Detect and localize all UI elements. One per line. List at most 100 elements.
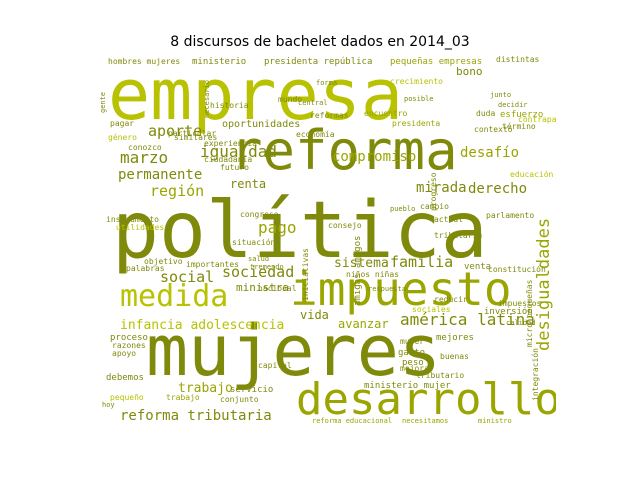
- cloud-word-capital-71: capital: [258, 361, 292, 370]
- cloud-word-empresa-0: empresa: [108, 56, 404, 136]
- cloud-word-familia-15: familia: [390, 253, 454, 271]
- cloud-word-consejo-54: consejo: [328, 221, 362, 230]
- cloud-word-pequeno-73: pequeño: [110, 393, 144, 402]
- cloud-word-sistema-14: sistema: [334, 256, 389, 271]
- cloud-word-particular-97: particular: [168, 129, 217, 138]
- cloud-word-mejores-74: mejores: [436, 333, 474, 343]
- cloud-word-oportunidades-34: oportunidades: [222, 119, 301, 130]
- word-cloud: empresa reforma política mujeres impuesto des…: [100, 56, 556, 429]
- cloud-word-trabajo-18: trabajo: [178, 381, 233, 396]
- cloud-word-micro-pequenas-86: micro pequeñas: [525, 279, 534, 347]
- cloud-word-presidenta-republica-32: presidenta república: [264, 57, 373, 67]
- cloud-word-mujer-92: mujer: [400, 337, 425, 346]
- cloud-word-ministro-37: ministro: [478, 417, 512, 425]
- cloud-word-economia-61: economía: [296, 130, 335, 139]
- cloud-word-palabras-95: palabras: [126, 264, 165, 273]
- cloud-word-mejora-93: mejora: [400, 364, 429, 373]
- cloud-word-ciudadania-44: ciudadanía: [204, 155, 253, 164]
- cloud-word-conjunto-72: conjunto: [220, 395, 259, 404]
- cloud-word-tremendo-101: tremendo: [250, 263, 284, 271]
- cloud-word-utilidades-64: utilidades: [116, 223, 165, 232]
- cloud-word-reformas-81: reformas: [310, 111, 349, 120]
- cloud-word-hombres-mujeres-77: hombres mujeres: [108, 57, 181, 66]
- cloud-word-necesitamos-36: necesitamos: [402, 417, 449, 425]
- cloud-word-futuro-56: futuro: [220, 163, 249, 172]
- cloud-word-igualdad-8: igualdad: [200, 142, 278, 161]
- cloud-word-esfuerzo-58: esfuerzo: [500, 110, 544, 120]
- cloud-word-avanzar-27: avanzar: [338, 317, 389, 331]
- cloud-word-actual-90: actual: [434, 215, 463, 224]
- cloud-word-forma-111: forma: [316, 79, 338, 87]
- cloud-word-pago-25: pago: [258, 218, 297, 237]
- cloud-word-calidad-115: calidad: [506, 319, 536, 327]
- cloud-word-reforma-1: reforma: [230, 119, 458, 182]
- cloud-word-tributaria-91: tributaria: [434, 231, 483, 240]
- cloud-word-situacion-63: situación: [232, 238, 276, 247]
- cloud-word-gente-85: gente: [100, 91, 107, 113]
- cloud-word-necesario-110: necesario: [203, 80, 211, 118]
- cloud-word-crecimiento-82: crecimiento: [390, 77, 443, 86]
- cloud-word-tributario-47: tributario: [416, 371, 465, 380]
- cloud-word-encuentro-80: encuentro: [364, 109, 408, 118]
- cloud-word-desarrollo-5: desarrollo: [296, 374, 556, 425]
- cloud-word-parlamento-50: parlamento: [486, 211, 535, 220]
- cloud-word-desafio-21: desafío: [460, 145, 520, 161]
- cloud-word-impuestos-89: impuestos: [498, 299, 542, 308]
- cloud-word-objetivo-84: objetivo: [144, 257, 183, 266]
- cloud-word-venta-51: venta: [464, 262, 492, 272]
- cloud-word-pagar-109: pagar: [110, 119, 135, 128]
- cloud-word-social-12: social: [160, 268, 215, 286]
- cloud-word-cambio-59: cambio: [420, 202, 449, 211]
- cloud-word-junto-107: junto: [490, 91, 512, 99]
- cloud-word-razones-96: razones: [112, 341, 146, 350]
- cloud-word-america-latina-16: américa latina: [400, 310, 535, 329]
- cloud-word-permanente-10: permanente: [118, 167, 203, 183]
- cloud-word-desigualdades-7: desigualdades: [534, 217, 554, 351]
- cloud-word-sociedad-13: sociedad: [222, 263, 295, 281]
- cloud-word-peso-69: peso: [402, 358, 424, 368]
- cloud-word-renta-26: renta: [230, 177, 267, 191]
- cloud-word-iniciativas-53: iniciativas: [301, 248, 310, 301]
- cloud-word-progreso-79: progreso: [429, 172, 438, 211]
- cloud-word-ninos-ninas-48: niños niñas: [346, 270, 399, 279]
- cloud-word-derecho-23: derecho: [468, 181, 528, 197]
- cloud-word-ministerio-31: ministerio: [192, 57, 247, 67]
- cloud-word-reducir-88: reducir: [434, 295, 468, 304]
- cloud-word-compromiso-22: compromiso: [332, 149, 417, 165]
- cloud-word-reforma-educacional-35: reforma educacional: [312, 417, 393, 425]
- cloud-word-buenas-94: buenas: [440, 352, 469, 361]
- cloud-word-ministra-29: ministra: [236, 281, 289, 294]
- cloud-word-genero-43: género: [108, 133, 137, 142]
- cloud-word-posible-113: posible: [404, 95, 434, 103]
- cloud-word-inversion-41: inversión: [484, 307, 533, 317]
- cloud-word-educacion-42: educación: [510, 170, 554, 179]
- cloud-word-aporte-20: aporte: [148, 122, 203, 140]
- cloud-word-marzo-9: marzo: [120, 148, 169, 167]
- cloud-word-infancia-adolescencia-17: infancia adolescencia: [120, 318, 285, 333]
- cloud-word-decidir-106: decidir: [498, 101, 528, 109]
- cloud-word-region-11: región: [150, 182, 205, 200]
- cloud-word-termino-60: término: [502, 122, 536, 131]
- cloud-word-contraparte-46: contraparte: [518, 115, 556, 124]
- cloud-word-trabajo-75: trabajo: [166, 393, 200, 402]
- cloud-word-pueblo-114: pueblo: [390, 205, 416, 213]
- cloud-word-constitucion-52: constitución: [488, 265, 546, 274]
- cloud-word-ministerio-mujer-38: ministerio mujer: [364, 381, 451, 391]
- cloud-word-historia-102: historia: [210, 101, 249, 110]
- cloud-word-bono-30: bono: [456, 65, 483, 78]
- cloud-word-amigas-amigos-49: amigas amigos: [353, 235, 363, 306]
- cloud-word-vida-28: vida: [300, 308, 329, 322]
- cloud-word-presidenta-57: presidenta: [392, 119, 441, 128]
- cloud-word-central-104: central: [298, 99, 328, 107]
- chart-title: 8 discursos de bachelet dados en 2014_03: [170, 34, 470, 50]
- cloud-word-conozco-98: conozco: [128, 143, 162, 152]
- cloud-word-salud-100: salud: [248, 255, 270, 263]
- cloud-word-contexto-83: contexto: [474, 125, 513, 134]
- cloud-word-pequenas-empresas-33: pequeñas empresas: [390, 57, 483, 67]
- cloud-word-reforma-tributaria-19: reforma tributaria: [120, 408, 272, 424]
- cloud-word-apoyo-67: apoyo: [112, 349, 137, 358]
- cloud-word-congreso-55: congreso: [240, 210, 279, 219]
- cloud-word-nacional-70: nacional: [258, 284, 297, 293]
- cloud-word-distintas-78: distintas: [496, 56, 540, 64]
